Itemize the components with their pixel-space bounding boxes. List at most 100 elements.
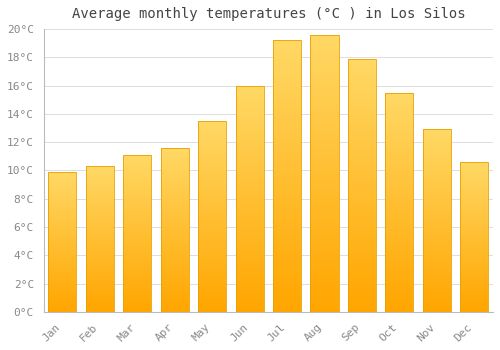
Bar <box>86 251 114 252</box>
Bar <box>86 248 114 249</box>
Bar <box>160 158 189 159</box>
Bar <box>236 149 264 151</box>
Bar <box>310 229 338 232</box>
Bar <box>236 253 264 255</box>
Bar <box>86 306 114 308</box>
Bar <box>386 277 413 279</box>
Bar <box>160 223 189 225</box>
Bar <box>386 97 413 99</box>
Bar <box>423 166 451 168</box>
Bar <box>48 278 76 280</box>
Bar <box>123 266 152 268</box>
Bar <box>48 217 76 218</box>
Bar <box>86 216 114 217</box>
Bar <box>123 309 152 310</box>
Bar <box>48 254 76 256</box>
Bar <box>273 163 301 165</box>
Bar <box>460 251 488 252</box>
Bar <box>273 184 301 187</box>
Bar <box>48 245 76 246</box>
Bar <box>460 294 488 295</box>
Bar <box>310 276 338 279</box>
Bar <box>310 126 338 129</box>
Bar <box>273 57 301 60</box>
Bar <box>386 209 413 211</box>
Bar <box>236 106 264 108</box>
Bar <box>348 107 376 110</box>
Bar <box>236 242 264 244</box>
Bar <box>160 253 189 254</box>
Bar <box>123 306 152 307</box>
Bar <box>423 294 451 295</box>
Bar <box>423 298 451 299</box>
Bar <box>198 287 226 289</box>
Bar <box>460 210 488 211</box>
Bar <box>236 197 264 199</box>
Bar <box>236 122 264 124</box>
Bar <box>160 184 189 186</box>
Bar <box>48 224 76 225</box>
Bar <box>273 160 301 163</box>
Bar <box>273 84 301 86</box>
Bar <box>48 274 76 275</box>
Bar <box>348 297 376 299</box>
Bar <box>310 107 338 110</box>
Bar <box>160 241 189 243</box>
Bar <box>386 235 413 237</box>
Bar <box>160 258 189 259</box>
Bar <box>236 230 264 233</box>
Bar <box>48 205 76 207</box>
Bar <box>48 267 76 268</box>
Bar <box>423 193 451 195</box>
Bar <box>160 204 189 205</box>
Bar <box>86 255 114 257</box>
Bar <box>423 246 451 248</box>
Bar <box>123 169 152 171</box>
Bar <box>86 274 114 275</box>
Bar <box>460 219 488 220</box>
Bar <box>48 287 76 288</box>
Bar <box>460 253 488 255</box>
Bar <box>160 304 189 306</box>
Bar <box>236 276 264 278</box>
Bar <box>460 199 488 201</box>
Bar <box>198 310 226 312</box>
Bar <box>348 302 376 304</box>
Bar <box>86 238 114 239</box>
Bar <box>348 142 376 145</box>
Bar <box>310 90 338 93</box>
Bar <box>123 205 152 207</box>
Bar <box>460 167 488 168</box>
Bar <box>310 284 338 287</box>
Bar <box>386 93 413 312</box>
Bar <box>48 299 76 301</box>
Bar <box>236 108 264 111</box>
Bar <box>310 98 338 101</box>
Bar <box>273 211 301 214</box>
Bar <box>423 159 451 161</box>
Bar <box>236 256 264 258</box>
Bar <box>86 166 114 168</box>
Bar <box>423 256 451 257</box>
Bar <box>310 143 338 146</box>
Bar <box>48 260 76 261</box>
Bar <box>86 280 114 281</box>
Bar <box>310 154 338 157</box>
Bar <box>348 147 376 150</box>
Bar <box>273 195 301 198</box>
Bar <box>273 141 301 144</box>
Bar <box>348 119 376 122</box>
Bar <box>423 244 451 246</box>
Bar <box>273 92 301 95</box>
Bar <box>386 196 413 198</box>
Bar <box>198 121 226 312</box>
Bar <box>273 46 301 49</box>
Bar <box>273 187 301 190</box>
Bar <box>236 90 264 92</box>
Bar <box>160 148 189 149</box>
Bar <box>123 207 152 208</box>
Bar <box>348 269 376 272</box>
Bar <box>48 201 76 203</box>
Bar <box>310 35 338 37</box>
Bar <box>348 71 376 74</box>
